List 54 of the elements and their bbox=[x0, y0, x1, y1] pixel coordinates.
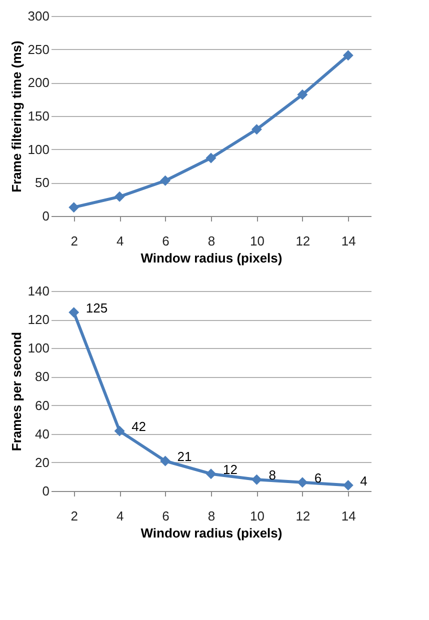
y-tick-label: 0 bbox=[42, 208, 50, 224]
x-tick-label: 12 bbox=[296, 508, 310, 524]
point bbox=[206, 468, 216, 480]
data-label: 125 bbox=[86, 300, 108, 316]
x-tick-label: 14 bbox=[341, 508, 356, 524]
y-tick-label: 140 bbox=[28, 284, 50, 298]
y-tick-label: 0 bbox=[42, 484, 50, 498]
x-tick-label: 4 bbox=[116, 508, 124, 524]
y-tick-label: 80 bbox=[35, 369, 50, 384]
point bbox=[251, 474, 262, 485]
x-tick-label: 4 bbox=[116, 234, 124, 248]
y-axis-title: Frames per second bbox=[8, 332, 24, 452]
y-tick-label: 250 bbox=[28, 42, 50, 57]
x-tick-label: 6 bbox=[162, 234, 170, 248]
point bbox=[68, 307, 80, 318]
x-tick-label: 12 bbox=[296, 234, 310, 248]
x-tick-label: 10 bbox=[250, 234, 264, 248]
x-tick-label: 2 bbox=[70, 234, 78, 248]
x-tick-label: 2 bbox=[70, 508, 78, 524]
data-label: 6 bbox=[314, 470, 322, 486]
y-tick-label: 20 bbox=[35, 454, 50, 470]
point bbox=[342, 480, 354, 491]
x-axis-title: Window radius (pixels) bbox=[140, 250, 282, 266]
data-label: 12 bbox=[223, 462, 238, 477]
point bbox=[297, 477, 308, 488]
y-tick-label: 40 bbox=[35, 426, 50, 442]
x-tick-label: 8 bbox=[208, 508, 216, 524]
point bbox=[297, 89, 308, 100]
data-label: 8 bbox=[268, 468, 276, 483]
data-label: 21 bbox=[177, 449, 192, 464]
y-tick-label: 100 bbox=[28, 142, 50, 157]
y-axis-title: Frame filtering time (ms) bbox=[8, 40, 24, 192]
data-label: 42 bbox=[132, 419, 146, 434]
x-tick-label: 6 bbox=[162, 508, 170, 524]
y-tick-label: 50 bbox=[35, 175, 50, 190]
y-tick-label: 100 bbox=[28, 340, 50, 356]
y-tick-label: 150 bbox=[28, 108, 50, 124]
data-label: 4 bbox=[360, 473, 368, 488]
y-tick-label: 60 bbox=[35, 398, 50, 413]
y-tick-label: 200 bbox=[28, 75, 50, 90]
point bbox=[68, 202, 80, 213]
point bbox=[206, 152, 216, 164]
x-axis-title: Window radius (pixels) bbox=[140, 526, 282, 540]
y-tick-label: 120 bbox=[28, 312, 50, 328]
point bbox=[251, 124, 262, 135]
point bbox=[342, 50, 354, 61]
point bbox=[160, 175, 171, 186]
point bbox=[114, 426, 125, 436]
point bbox=[160, 456, 171, 466]
y-tick-label: 300 bbox=[28, 8, 50, 24]
x-tick-label: 8 bbox=[208, 234, 216, 248]
x-tick-label: 14 bbox=[341, 234, 356, 248]
point bbox=[114, 191, 125, 202]
x-tick-label: 10 bbox=[250, 508, 264, 524]
